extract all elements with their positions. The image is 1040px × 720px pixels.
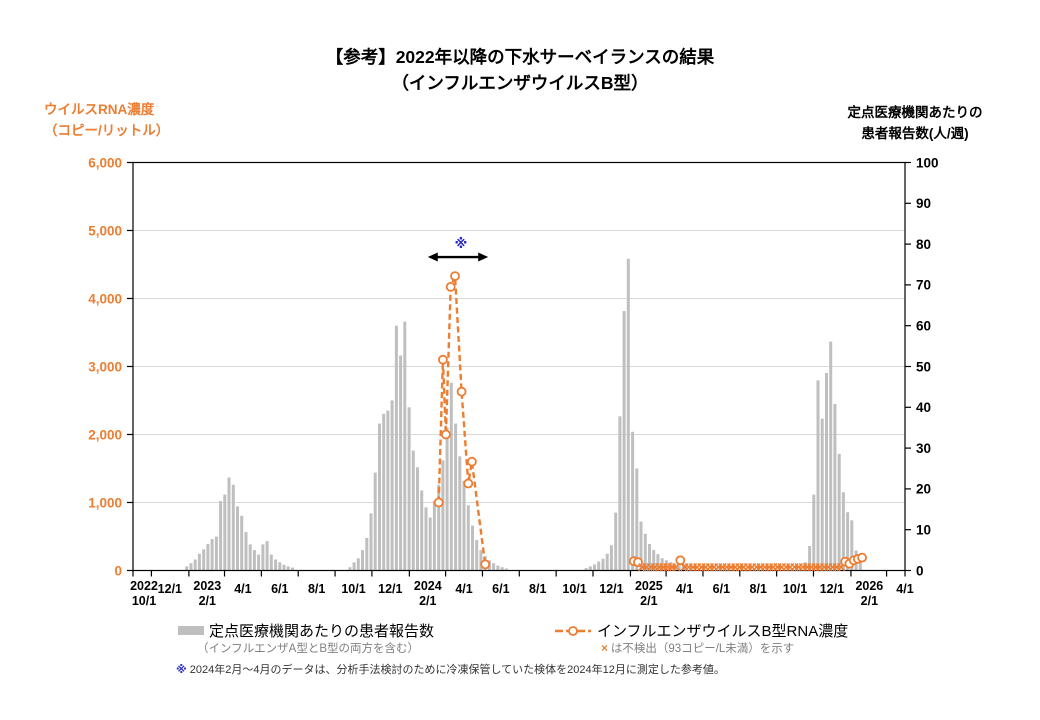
legend-line-sublabel: × は不検出（93コピー/L未満）を示す [601, 640, 794, 656]
svg-text:12/1: 12/1 [378, 582, 402, 596]
svg-text:4/1: 4/1 [896, 582, 913, 596]
svg-text:10: 10 [916, 523, 931, 538]
svg-text:8/1: 8/1 [529, 582, 546, 596]
svg-text:5,000: 5,000 [88, 223, 122, 238]
svg-text:2,000: 2,000 [88, 427, 122, 442]
legend-bars-label: 定点医療機関あたりの患者報告数 [209, 623, 435, 640]
svg-text:2022: 2022 [130, 579, 158, 593]
svg-text:12/1: 12/1 [820, 582, 844, 596]
footnote-reference-mark: ※ [176, 664, 187, 676]
chart-title-line2: （インフルエンザウイルスB型） [391, 73, 649, 93]
svg-text:20: 20 [916, 482, 931, 497]
patient-report-bars [185, 258, 862, 571]
right-axis-tick-labels: 0 10 20 30 40 50 60 70 80 90 100 [916, 155, 939, 578]
svg-text:2/1: 2/1 [640, 594, 657, 608]
svg-text:4/1: 4/1 [455, 582, 472, 596]
annotation-reference-mark: ※ [455, 236, 468, 251]
svg-text:60: 60 [916, 319, 931, 334]
svg-text:10/1: 10/1 [341, 582, 365, 596]
svg-text:4/1: 4/1 [234, 582, 251, 596]
svg-text:40: 40 [916, 400, 931, 415]
svg-text:1,000: 1,000 [88, 495, 122, 510]
svg-text:2/1: 2/1 [861, 594, 878, 608]
rna-line-markers [433, 271, 867, 572]
svg-text:2/1: 2/1 [199, 594, 216, 608]
chart-title-line1: 【参考】2022年以降の下水サーベイランスの結果 [325, 47, 715, 67]
svg-text:2026: 2026 [855, 579, 883, 593]
svg-text:12/1: 12/1 [158, 582, 182, 596]
svg-text:12/1: 12/1 [599, 582, 623, 596]
not-detected-x-icon: × [601, 643, 608, 655]
rna-concentration-line [437, 275, 863, 569]
svg-text:10/1: 10/1 [132, 594, 156, 608]
left-axis-title-line1: ウイルスRNA濃度 [44, 102, 155, 117]
legend-item-rna-line: インフルエンザウイルスB型RNA濃度 [554, 620, 848, 641]
svg-text:0: 0 [916, 563, 924, 578]
svg-text:3,000: 3,000 [88, 359, 122, 374]
legend-bars-sublabel: （インフルエンザA型とB型の両方を含む） [197, 643, 419, 655]
legend-item-bars: 定点医療機関あたりの患者報告数 [178, 620, 434, 641]
reference-period-annotation: ※ [427, 236, 489, 262]
svg-text:8/1: 8/1 [308, 582, 325, 596]
right-axis-title-line2: 患者報告数(人/週) [861, 126, 969, 141]
svg-text:6,000: 6,000 [88, 155, 122, 170]
svg-text:6/1: 6/1 [492, 582, 509, 596]
svg-text:50: 50 [916, 359, 931, 374]
svg-text:70: 70 [916, 278, 931, 293]
chart-title: 【参考】2022年以降の下水サーベイランスの結果 （インフルエンザウイルスB型） [0, 44, 1040, 96]
right-axis-title-line1: 定点医療機関あたりの [847, 105, 983, 120]
svg-text:90: 90 [916, 196, 931, 211]
legend-line-label: インフルエンザウイルスB型RNA濃度 [597, 623, 849, 640]
svg-text:2025: 2025 [635, 579, 663, 593]
svg-text:6/1: 6/1 [713, 582, 730, 596]
bar-legend-swatch-icon [178, 626, 204, 635]
svg-text:4,000: 4,000 [88, 291, 122, 306]
footnote: ※ 2024年2月～4月のデータは、分析手法検討のために冷凍保管していた検体を2… [176, 661, 725, 677]
svg-text:6/1: 6/1 [271, 582, 288, 596]
svg-text:2/1: 2/1 [419, 594, 436, 608]
left-axis-title-line2: （コピー/リットル） [44, 123, 170, 138]
svg-text:30: 30 [916, 441, 931, 456]
svg-text:0: 0 [114, 563, 122, 578]
svg-text:100: 100 [916, 155, 939, 170]
footnote-text: 2024年2月～4月のデータは、分析手法検討のために冷凍保管していた検体を202… [186, 664, 725, 676]
gridlines [133, 230, 905, 503]
legend-line-subtext: は不検出（93コピー/L未満）を示す [607, 643, 795, 655]
left-axis-title: ウイルスRNA濃度 （コピー/リットル） [44, 99, 169, 141]
svg-text:80: 80 [916, 237, 931, 252]
left-axis-tick-labels: 0 1,000 2,000 3,000 4,000 5,000 6,000 [88, 155, 122, 578]
svg-text:8/1: 8/1 [750, 582, 767, 596]
svg-text:10/1: 10/1 [562, 582, 586, 596]
rna-line-legend-icon [555, 625, 591, 636]
svg-text:2024: 2024 [414, 579, 442, 593]
axis-ticks [127, 161, 911, 577]
svg-text:10/1: 10/1 [783, 582, 807, 596]
right-axis-title: 定点医療機関あたりの 患者報告数(人/週) [808, 102, 1022, 144]
svg-text:2023: 2023 [193, 579, 221, 593]
svg-text:4/1: 4/1 [676, 582, 693, 596]
